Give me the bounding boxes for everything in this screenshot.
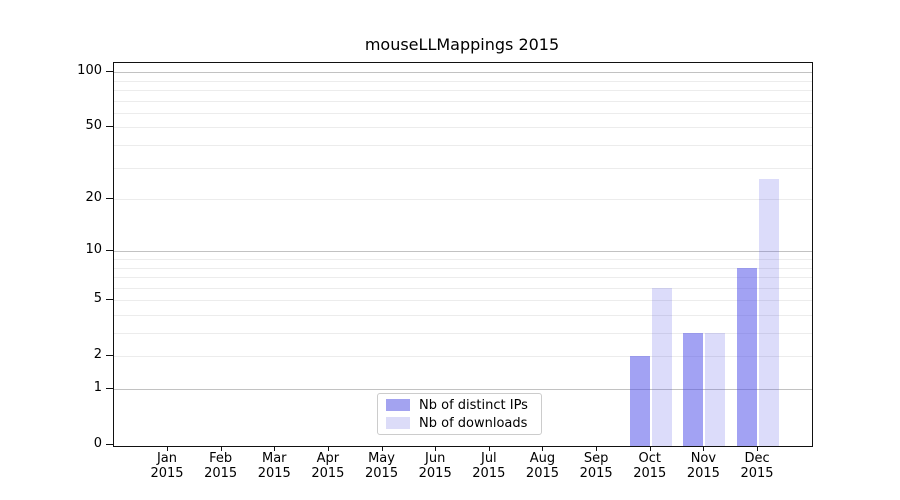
minor-gridline xyxy=(114,356,812,358)
y-axis-tick-label: 2 xyxy=(93,347,102,363)
y-axis-tick-label: 5 xyxy=(93,291,102,307)
x-axis-tick-mark xyxy=(542,446,544,451)
y-axis-tick-label: 50 xyxy=(85,118,102,134)
legend-swatch-distinct-ips xyxy=(386,399,410,411)
x-axis-tick-year: 2015 xyxy=(525,466,560,481)
y-axis-tick-mark xyxy=(106,355,113,357)
x-axis-tick-mark xyxy=(274,446,276,451)
x-axis-tick-year: 2015 xyxy=(365,466,399,481)
minor-gridline xyxy=(114,333,812,335)
minor-gridline xyxy=(114,100,812,102)
x-axis-tick-label: Feb 2015 xyxy=(194,451,248,481)
x-axis-tick-mark xyxy=(220,446,222,451)
x-axis-tick-label: Oct 2015 xyxy=(623,451,677,481)
minor-gridline xyxy=(114,314,812,316)
minor-gridline xyxy=(114,90,812,92)
y-axis-tick-mark xyxy=(106,250,113,252)
x-axis-tick-year: 2015 xyxy=(472,466,506,481)
y-axis-tick-label: 0 xyxy=(93,436,102,451)
y-axis-tick-mark xyxy=(106,198,113,200)
y-axis-tick-label: 20 xyxy=(85,190,102,206)
legend-label-downloads: Nb of downloads xyxy=(419,415,528,431)
x-axis-tick-label: Nov 2015 xyxy=(676,451,730,481)
x-axis-tick-mark xyxy=(488,446,490,451)
x-axis-tick-mark xyxy=(757,446,759,451)
x-axis-tick-year: 2015 xyxy=(150,466,184,481)
y-axis-tick-label: 1 xyxy=(93,380,102,395)
x-axis-tick-year: 2015 xyxy=(257,466,291,481)
x-axis-tick-label: Aug 2015 xyxy=(515,451,569,481)
minor-gridline xyxy=(114,277,812,279)
x-axis-tick-mark xyxy=(435,446,437,451)
x-axis-tick-year: 2015 xyxy=(633,466,667,481)
x-axis-tick-label: Mar 2015 xyxy=(247,451,301,481)
x-axis-tick-label: May 2015 xyxy=(355,451,409,481)
minor-gridline xyxy=(114,145,812,147)
downloads-bar-oct xyxy=(651,287,672,446)
downloads-bar-nov xyxy=(705,333,726,446)
x-axis-tick-mark xyxy=(703,446,705,451)
x-axis-tick-mark xyxy=(649,446,651,451)
minor-gridline xyxy=(114,112,812,114)
x-axis-tick-year: 2015 xyxy=(740,466,774,481)
chart-title: mouseLLMappings 2015 xyxy=(364,35,560,54)
major-gridline xyxy=(114,389,812,390)
legend-swatch-downloads xyxy=(386,417,410,429)
minor-gridline xyxy=(114,127,812,129)
x-axis-tick-year: 2015 xyxy=(686,466,720,481)
y-axis-tick-mark xyxy=(106,299,113,301)
major-gridline xyxy=(114,251,812,253)
x-axis-tick-mark xyxy=(381,446,383,451)
y-axis-tick-mark xyxy=(106,126,113,128)
minor-gridline xyxy=(114,259,812,260)
minor-gridline xyxy=(114,199,812,201)
x-axis-tick-mark xyxy=(596,446,598,451)
distinct-ips-bar-dec xyxy=(737,267,758,446)
x-axis-tick-year: 2015 xyxy=(204,466,238,481)
x-axis-tick-label: Sep 2015 xyxy=(569,451,623,481)
y-axis-tick-mark xyxy=(106,71,113,73)
plot-area xyxy=(113,62,813,447)
x-axis-tick-label: Dec 2015 xyxy=(730,451,784,481)
y-axis-tick-label: 100 xyxy=(77,63,102,79)
legend-entry-distinct-ips: Nb of distinct IPs xyxy=(386,397,533,413)
minor-gridline xyxy=(114,267,812,269)
minor-gridline xyxy=(114,300,812,302)
downloads-bar-dec xyxy=(759,178,780,446)
x-axis-tick-label: Jan 2015 xyxy=(140,451,194,481)
minor-gridline xyxy=(114,80,812,82)
y-axis-tick-label: 10 xyxy=(85,242,102,258)
minor-gridline xyxy=(114,287,812,289)
x-axis-tick-label: Apr 2015 xyxy=(301,451,355,481)
x-axis-tick-year: 2015 xyxy=(311,466,345,481)
legend: Nb of distinct IPs Nb of downloads xyxy=(377,393,542,435)
y-axis-tick-mark xyxy=(106,444,113,445)
distinct-ips-bar-nov xyxy=(683,333,704,446)
distinct-ips-bar-oct xyxy=(629,356,650,446)
x-axis-tick-mark xyxy=(167,446,168,451)
x-axis-tick-year: 2015 xyxy=(579,466,613,481)
legend-label-distinct-ips: Nb of distinct IPs xyxy=(419,397,528,413)
legend-entry-downloads: Nb of downloads xyxy=(386,415,533,431)
y-axis-tick-mark xyxy=(106,388,113,389)
x-axis-tick-mark xyxy=(327,446,329,451)
x-axis-tick-year: 2015 xyxy=(418,466,452,481)
x-axis-tick-label: Jun 2015 xyxy=(408,451,462,481)
plot-grid-and-bars xyxy=(114,63,812,446)
minor-gridline xyxy=(114,167,812,169)
x-axis-tick-label: Jul 2015 xyxy=(462,451,516,481)
major-gridline xyxy=(114,72,812,74)
